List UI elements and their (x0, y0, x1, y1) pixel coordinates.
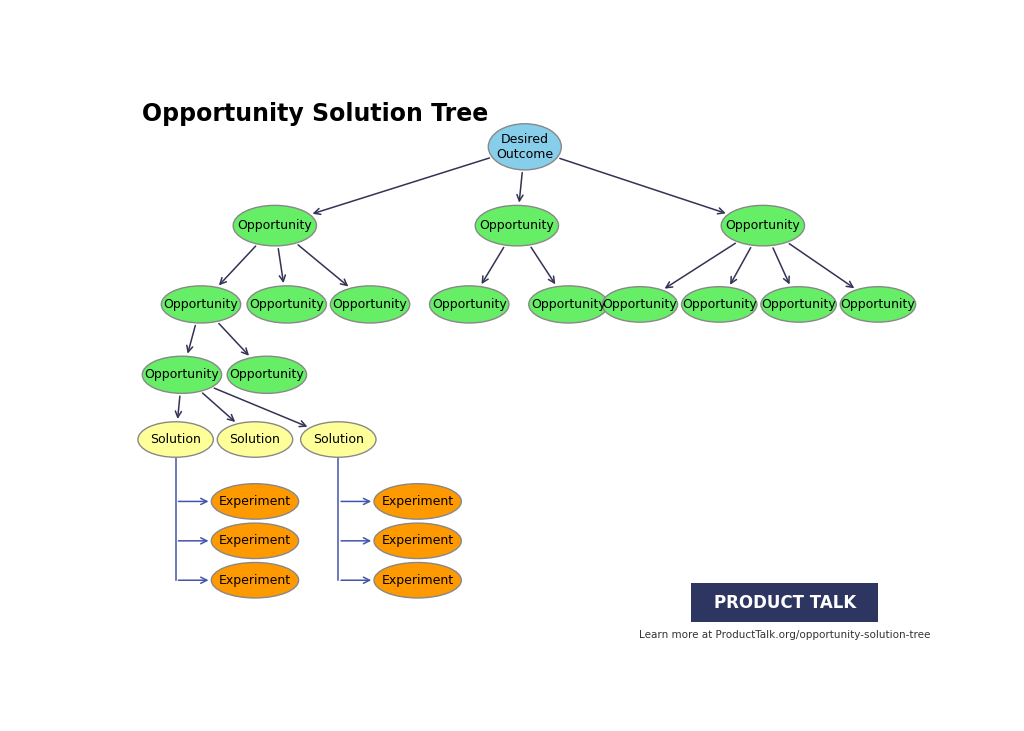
Ellipse shape (211, 484, 299, 519)
Text: Experiment: Experiment (219, 574, 291, 587)
Text: PRODUCT TALK: PRODUCT TALK (714, 594, 856, 612)
Ellipse shape (761, 287, 837, 322)
Text: Opportunity: Opportunity (144, 368, 219, 382)
Text: Opportunity: Opportunity (841, 298, 915, 311)
Text: Learn more at ProductTalk.org/opportunity-solution-tree: Learn more at ProductTalk.org/opportunit… (639, 630, 931, 640)
Text: Opportunity: Opportunity (761, 298, 836, 311)
Text: Opportunity: Opportunity (238, 219, 312, 232)
Ellipse shape (721, 205, 805, 246)
Text: Opportunity: Opportunity (432, 298, 507, 311)
Ellipse shape (682, 287, 757, 322)
Ellipse shape (374, 484, 461, 519)
Ellipse shape (211, 523, 299, 558)
Text: Experiment: Experiment (382, 574, 454, 587)
Text: Experiment: Experiment (219, 495, 291, 508)
Text: Opportunity: Opportunity (602, 298, 677, 311)
Text: Solution: Solution (151, 433, 201, 446)
Ellipse shape (217, 422, 293, 458)
Text: Experiment: Experiment (382, 495, 454, 508)
Ellipse shape (430, 286, 509, 323)
Text: Solution: Solution (313, 433, 364, 446)
Text: Opportunity: Opportunity (479, 219, 554, 232)
Ellipse shape (374, 562, 461, 598)
Text: Opportunity: Opportunity (229, 368, 304, 382)
Ellipse shape (138, 422, 213, 458)
Text: Opportunity: Opportunity (726, 219, 800, 232)
Ellipse shape (841, 287, 915, 322)
Text: Experiment: Experiment (382, 534, 454, 548)
Ellipse shape (162, 286, 241, 323)
Text: Opportunity: Opportunity (164, 298, 239, 311)
Text: Opportunity: Opportunity (531, 298, 606, 311)
Ellipse shape (247, 286, 327, 323)
Ellipse shape (488, 124, 561, 170)
Text: Desired
Outcome: Desired Outcome (497, 133, 553, 161)
Text: Solution: Solution (229, 433, 281, 446)
Ellipse shape (211, 562, 299, 598)
Text: Experiment: Experiment (219, 534, 291, 548)
Ellipse shape (602, 287, 678, 322)
Text: Opportunity: Opportunity (333, 298, 408, 311)
Text: Opportunity: Opportunity (250, 298, 324, 311)
Text: Opportunity: Opportunity (682, 298, 757, 311)
Ellipse shape (227, 356, 306, 393)
Ellipse shape (233, 205, 316, 246)
Text: Opportunity Solution Tree: Opportunity Solution Tree (142, 102, 488, 126)
Ellipse shape (301, 422, 376, 458)
Ellipse shape (475, 205, 558, 246)
Ellipse shape (528, 286, 608, 323)
Ellipse shape (331, 286, 410, 323)
Ellipse shape (374, 523, 461, 558)
FancyBboxPatch shape (691, 583, 878, 623)
Ellipse shape (142, 356, 221, 393)
